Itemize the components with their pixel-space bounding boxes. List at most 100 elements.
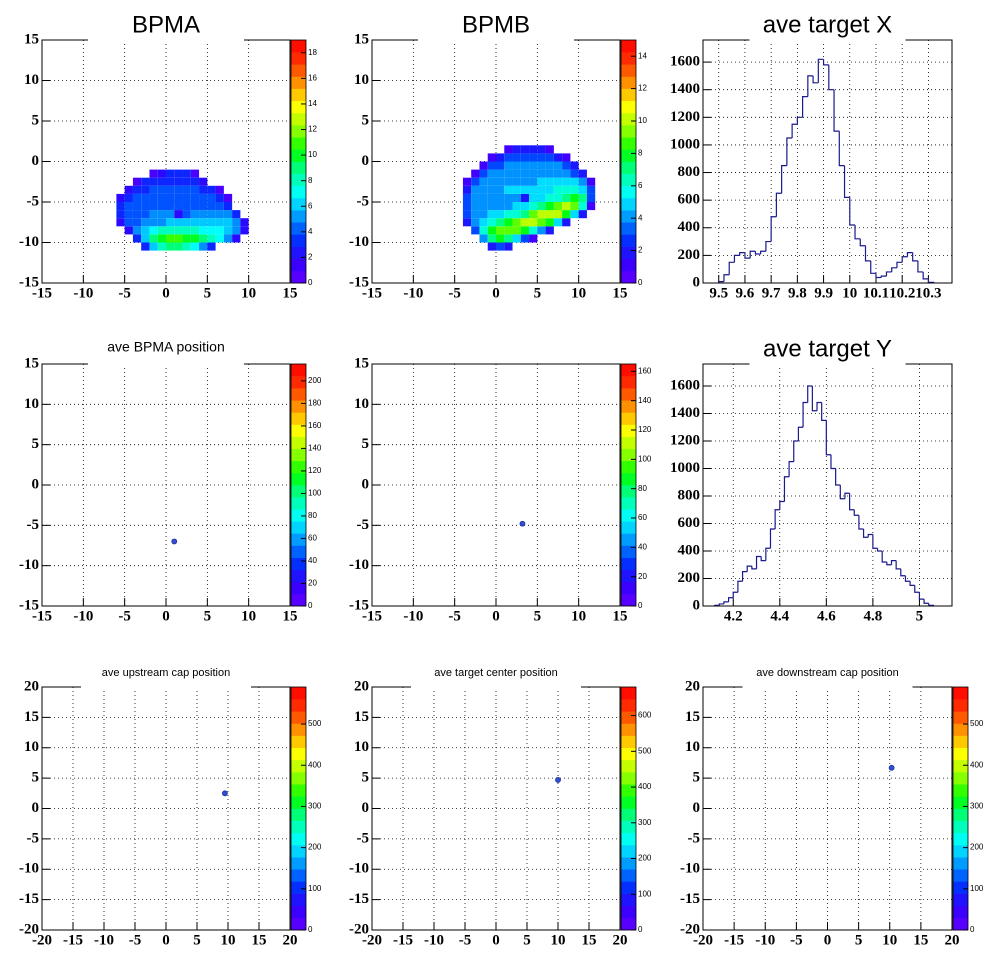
z-tick-label: 200 — [308, 843, 322, 852]
y-tick-label: -15 — [19, 274, 39, 290]
x-tick-label: 10.3 — [915, 285, 941, 301]
heat-cell — [520, 153, 530, 162]
y-tick-label: -15 — [19, 891, 39, 907]
colorbar-band — [291, 270, 306, 284]
y-tick-label: 800 — [678, 487, 701, 503]
heat-cell — [529, 153, 538, 162]
z-tick-label: 600 — [638, 711, 652, 720]
z-tick-label: 10 — [638, 116, 647, 125]
heat-cell — [496, 169, 505, 178]
x-tick-label: 5 — [534, 285, 542, 301]
heat-cell — [223, 226, 233, 235]
heat-cell — [182, 242, 191, 251]
hist-bin — [788, 461, 794, 477]
heat-cell — [487, 210, 496, 219]
heat-cell — [207, 234, 216, 243]
heat-cell — [487, 177, 496, 186]
heat-cell — [207, 202, 216, 211]
heat-cell — [504, 185, 513, 194]
point — [171, 538, 178, 545]
colorbar-band — [291, 112, 306, 126]
heat-cell — [553, 202, 563, 211]
heat-cell — [462, 202, 472, 211]
x-tick-label: -10 — [403, 285, 423, 301]
colorbar-band — [621, 258, 636, 272]
colorbar-band — [621, 699, 636, 712]
heat-cell — [479, 193, 488, 202]
hist-bin — [853, 509, 859, 516]
hist-bin — [802, 401, 808, 428]
colorbar-band — [291, 258, 306, 272]
x-tick-label: 0 — [162, 608, 170, 624]
hist-bin — [895, 560, 901, 570]
x-tick-label: 20 — [283, 932, 298, 948]
y-tick-label: 1200 — [670, 432, 700, 448]
y-tick-label: 0 — [693, 274, 701, 290]
heat-cell — [562, 193, 571, 202]
colorbar-band — [953, 808, 968, 821]
y-tick-label: -15 — [19, 597, 39, 613]
title-box — [81, 657, 251, 689]
heat-cell — [487, 185, 496, 194]
heat-cell — [166, 218, 175, 227]
z-tick-label: 6 — [308, 201, 313, 210]
z-tick-label: 14 — [638, 51, 647, 60]
heat-cell — [124, 210, 133, 219]
y-tick-label: 5 — [362, 436, 370, 452]
heat-cell — [190, 242, 200, 251]
colorbar-band — [291, 185, 306, 199]
heat-cell — [504, 210, 513, 219]
heat-cell — [149, 185, 158, 194]
y-tick-label: 20 — [24, 678, 39, 694]
heat-cell — [215, 185, 224, 194]
chart-title: ave upstream cap position — [102, 667, 230, 679]
heat-cell — [462, 210, 472, 219]
colorbar-band — [621, 246, 636, 259]
z-tick-label: 8 — [638, 149, 643, 158]
heat-cell — [149, 226, 158, 235]
x-tick-label: -15 — [32, 285, 52, 301]
colorbar-band — [621, 581, 636, 595]
x-tick-label: 9.5 — [709, 285, 728, 301]
heat-cell — [199, 226, 208, 235]
heat-cell — [166, 169, 175, 178]
heat-cell — [157, 202, 166, 211]
z-tick-label: 4 — [308, 227, 313, 236]
heat-cell — [182, 169, 191, 178]
x-tick-label: 10 — [241, 608, 256, 624]
x-tick-label: 0 — [162, 932, 170, 948]
heat-cell — [223, 234, 233, 243]
x-tick-label: 5 — [523, 932, 531, 948]
y-tick-label: -5 — [27, 517, 40, 533]
colorbar-band — [621, 784, 636, 797]
hist-bin — [867, 533, 873, 538]
colorbar-band — [953, 917, 968, 931]
heat-cell — [479, 210, 488, 219]
colorbar-band — [621, 687, 636, 700]
z-tick-label: 6 — [638, 181, 643, 190]
z-tick-label: 100 — [638, 454, 652, 463]
y-tick-label: -20 — [349, 921, 369, 937]
x-tick-label: -15 — [63, 932, 83, 948]
y-tick-label: -15 — [349, 597, 369, 613]
x-tick-label: -5 — [129, 932, 142, 948]
chart-title: ave BPMA position — [107, 339, 225, 355]
heat-cell — [586, 193, 596, 202]
x-tick-label: 10.2 — [889, 285, 915, 301]
heat-cell — [149, 218, 158, 227]
colorbar-band — [291, 772, 306, 785]
heat-cell — [132, 177, 142, 186]
heat-cell — [562, 153, 571, 162]
y-tick-label: 200 — [678, 570, 701, 586]
colorbar-band — [291, 857, 306, 870]
colorbar-band — [621, 893, 636, 906]
colorbar-band — [291, 149, 306, 162]
heat-cell — [215, 234, 224, 243]
heat-cell — [578, 202, 587, 211]
heat-cell — [232, 218, 241, 227]
heat-cell — [157, 193, 166, 202]
frame — [703, 364, 952, 606]
colorbar-band — [621, 137, 636, 150]
heat-cell — [199, 242, 208, 251]
heat-cell — [223, 218, 233, 227]
